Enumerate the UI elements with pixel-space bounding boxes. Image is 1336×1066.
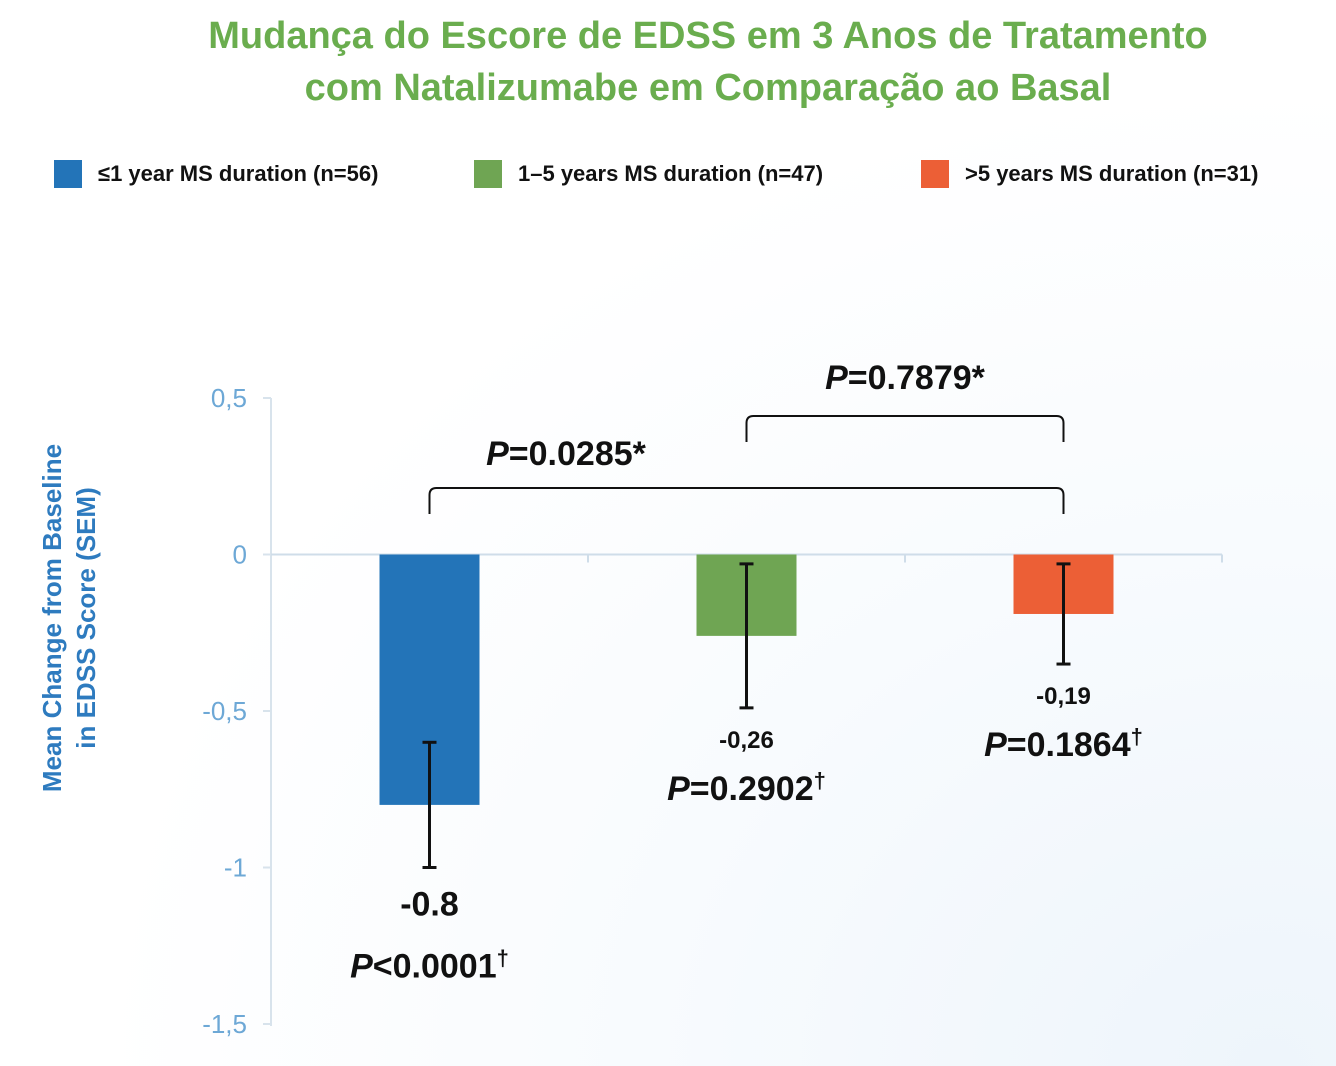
legend-item-mid-duration: 1–5 years MS duration (n=47) — [474, 158, 823, 190]
y-tick-label: 0,5 — [211, 383, 247, 413]
data-label-3: -0,19 — [1036, 683, 1091, 710]
data-label-1: -0.8 — [400, 886, 459, 924]
y-tick-label: -1,5 — [202, 1009, 247, 1039]
chart-title-line2: com Natalizumabe em Comparação ao Basal — [304, 67, 1112, 109]
comparison-p-value-2: P=0.7879* — [825, 359, 986, 397]
p-value-label-3: P=0.1864† — [984, 724, 1143, 764]
legend-swatch-blue — [54, 160, 82, 188]
data-label-2: -0,26 — [719, 727, 774, 754]
p-value-label-2: P=0.2902† — [667, 768, 826, 808]
comparison-bracket-2 — [745, 415, 1065, 442]
y-tick-label: 0 — [233, 540, 247, 570]
y-tick-label: -1 — [224, 853, 247, 883]
chart-title-line1: Mudança do Escore de EDSS em 3 Anos de T… — [208, 15, 1208, 57]
y-tick-label: -0,5 — [202, 696, 247, 726]
legend-swatch-orange — [921, 160, 949, 188]
legend-label: ≤1 year MS duration (n=56) — [98, 161, 379, 186]
legend-item-short-duration: ≤1 year MS duration (n=56) — [54, 158, 378, 190]
comparison-p-value-1: P=0.0285* — [486, 435, 647, 473]
legend-item-long-duration: >5 years MS duration (n=31) — [921, 158, 1258, 190]
comparison-bracket-1 — [428, 487, 1065, 514]
legend-swatch-green — [474, 160, 502, 188]
legend-label: >5 years MS duration (n=31) — [965, 161, 1259, 186]
p-value-label-1: P<0.0001† — [350, 946, 509, 986]
legend-label: 1–5 years MS duration (n=47) — [518, 161, 824, 186]
